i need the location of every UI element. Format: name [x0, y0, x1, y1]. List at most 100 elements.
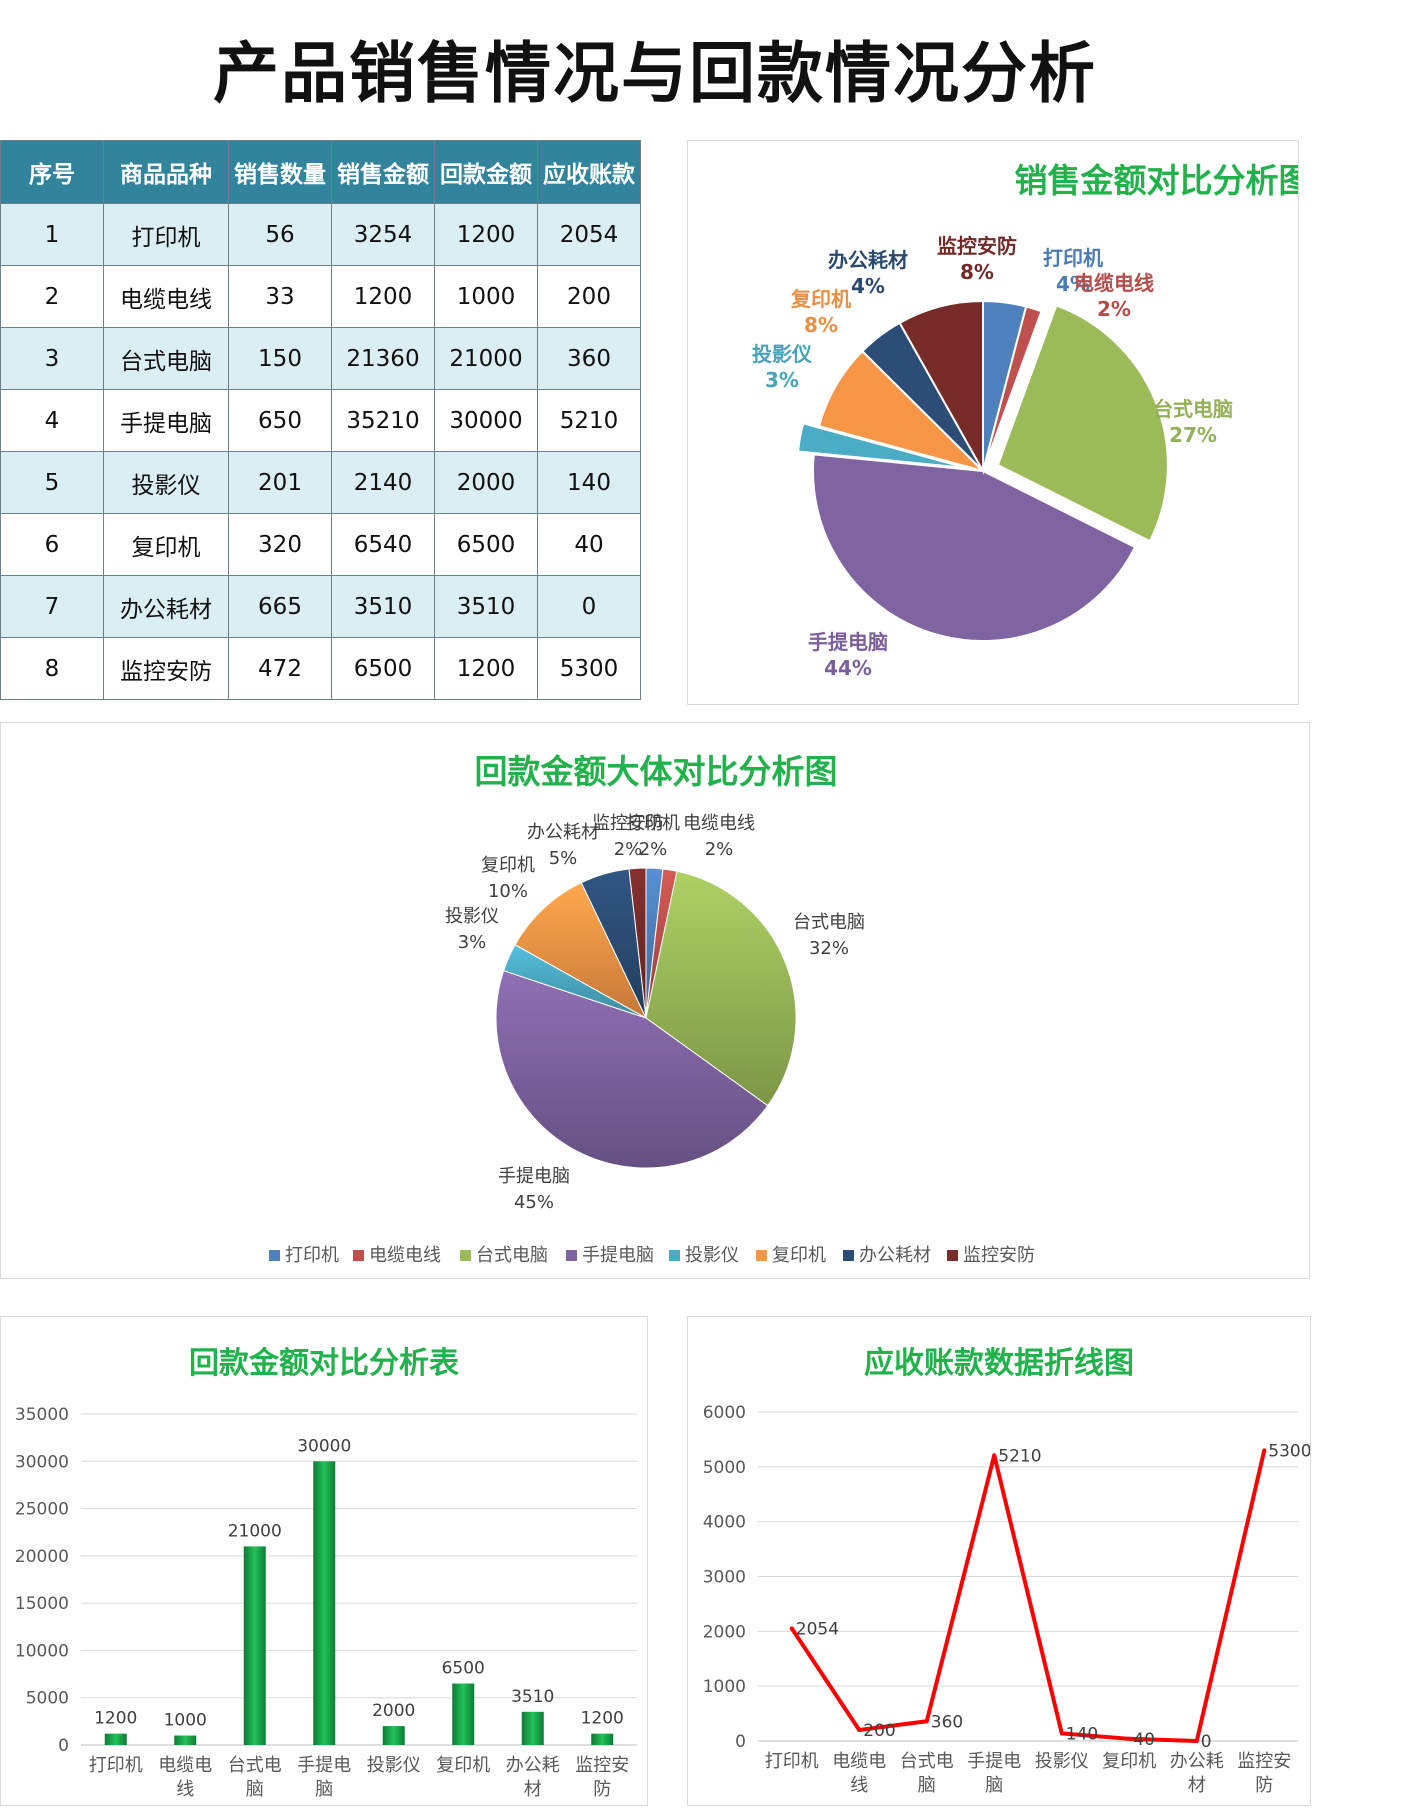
legend-label: 办公耗材	[859, 1245, 931, 1266]
bar	[382, 1726, 405, 1745]
table-cell: 320	[228, 513, 332, 576]
bar-value-label: 1200	[581, 1709, 624, 1729]
y-tick-label: 30000	[15, 1452, 69, 1472]
table-cell: 电缆电线	[103, 265, 229, 328]
table-cell: 投影仪	[103, 451, 229, 514]
table-cell: 6540	[331, 513, 435, 576]
x-tick-label: 复印机	[436, 1755, 490, 1776]
sales-table: 序号 商品品种 销售数量 销售金额 回款金额 应收账款 1 打印机 56 3254 12…	[0, 140, 641, 700]
table-cell: 30000	[434, 389, 538, 452]
legend-swatch	[947, 1250, 958, 1261]
y-tick-label: 1000	[703, 1677, 746, 1697]
line-point	[789, 1626, 794, 1631]
table-cell: 6500	[434, 513, 538, 576]
table-cell: 0	[537, 575, 641, 638]
line-point	[1194, 1739, 1199, 1743]
bar	[591, 1733, 614, 1745]
x-tick-label: 手提电	[297, 1755, 351, 1776]
point-value-label: 5210	[998, 1446, 1041, 1466]
legend-swatch	[669, 1250, 680, 1261]
table-cell: 150	[228, 327, 332, 390]
slice-percent-label: 4%	[851, 274, 885, 298]
legend-label: 电缆电线	[369, 1245, 441, 1266]
bar-value-label: 2000	[372, 1701, 415, 1721]
x-tick-label: 投影仪	[1035, 1751, 1089, 1772]
payment-bar-chart: 回款金额对比分析表 0 5000 10000 15000 20000 25000 30000 3…	[15, 1346, 637, 1800]
table-cell: 6500	[331, 637, 435, 700]
bar-value-label: 6500	[442, 1659, 485, 1679]
slice-percent-label: 5%	[549, 848, 578, 869]
pie-slice	[514, 881, 648, 1020]
slice-category-label: 台式电脑	[1153, 397, 1233, 421]
table-row: 1 打印机 56 3254 1200 2054	[0, 203, 641, 266]
table-cell: 3	[0, 327, 104, 390]
x-tick-label: 防	[593, 1779, 611, 1800]
pie-slice	[982, 305, 1043, 472]
bar-value-label: 30000	[297, 1436, 351, 1456]
legend-swatch	[353, 1250, 364, 1261]
point-value-label: 0	[1201, 1732, 1212, 1752]
page-title: 产品销售情况与回款情况分析	[213, 35, 1097, 112]
slice-category-label: 台式电脑	[793, 912, 865, 933]
point-value-label: 5300	[1268, 1441, 1310, 1461]
pie-slice	[645, 870, 797, 1107]
point-value-label: 140	[1066, 1724, 1098, 1744]
table-row: 2 电缆电线 33 1200 1000 200	[0, 265, 641, 328]
slice-category-label: 手提电脑	[808, 630, 888, 654]
sales-pie-chart: 销售金额对比分析图打印机4%电缆电线2%台式电脑27%手提电脑44%投影仪3%复…	[752, 161, 1312, 680]
legend-label: 投影仪	[685, 1245, 739, 1266]
legend-label: 台式电脑	[476, 1245, 548, 1266]
slice-category-label: 办公耗材	[828, 248, 908, 272]
bar-value-label: 1200	[94, 1709, 137, 1729]
legend-swatch	[269, 1250, 280, 1261]
pie-slice	[628, 867, 647, 1019]
table-cell: 56	[228, 203, 332, 266]
table-row: 7 办公耗材 665 3510 3510 0	[0, 575, 641, 638]
slice-percent-label: 4%	[1056, 272, 1090, 296]
table-cell: 8	[0, 637, 104, 700]
chart-title: 应收账款数据折线图	[864, 1346, 1134, 1381]
legend-swatch	[566, 1250, 577, 1261]
x-tick-label: 防	[1255, 1775, 1273, 1796]
line-point	[1059, 1731, 1064, 1736]
line-point	[992, 1453, 997, 1458]
pie-slice	[817, 349, 987, 473]
legend-swatch	[460, 1250, 471, 1261]
y-tick-label: 35000	[15, 1405, 69, 1425]
table-cell: 1200	[434, 203, 538, 266]
table-cell: 1000	[434, 265, 538, 328]
pie-slice	[796, 422, 968, 470]
table-cell: 360	[537, 327, 641, 390]
x-tick-label: 办公耗	[1170, 1751, 1224, 1772]
x-tick-label: 复印机	[1102, 1751, 1156, 1772]
slice-percent-label: 8%	[804, 313, 838, 337]
slice-category-label: 复印机	[790, 287, 851, 311]
slice-category-label: 投影仪	[752, 342, 813, 366]
slice-category-label: 打印机	[626, 813, 680, 834]
y-tick-label: 5000	[26, 1689, 69, 1709]
x-tick-label: 脑	[918, 1775, 936, 1796]
x-tick-label: 脑	[985, 1775, 1003, 1796]
x-tick-label: 电缆电	[832, 1751, 886, 1772]
slice-category-label: 手提电脑	[498, 1166, 570, 1187]
receivable-line-panel: 应收账款数据折线图 0 1000 2000 3000 4000 5000 6000 2054 打印…	[687, 1316, 1312, 1806]
slice-category-label: 办公耗材	[527, 822, 599, 843]
table-cell: 200	[537, 265, 641, 328]
table-cell: 21360	[331, 327, 435, 390]
table-cell: 2140	[331, 451, 435, 514]
line-point	[924, 1719, 929, 1724]
receivable-line-chart: 应收账款数据折线图01000200030004000500060002054打印…	[703, 1346, 1312, 1796]
y-tick-label: 0	[735, 1732, 746, 1752]
y-tick-label: 5000	[703, 1458, 746, 1478]
table-row: 5 投影仪 201 2140 2000 140	[0, 451, 641, 514]
slice-percent-label: 27%	[1169, 423, 1217, 447]
chart-title: 回款金额对比分析表	[189, 1346, 459, 1381]
slice-percent-label: 2%	[705, 839, 734, 860]
y-tick-label: 10000	[15, 1641, 69, 1661]
point-value-label: 40	[1133, 1730, 1155, 1750]
x-tick-label: 台式电	[900, 1751, 954, 1772]
x-tick-label: 电缆电	[158, 1755, 212, 1776]
table-cell: 140	[537, 451, 641, 514]
x-tick-label: 脑	[246, 1779, 264, 1800]
